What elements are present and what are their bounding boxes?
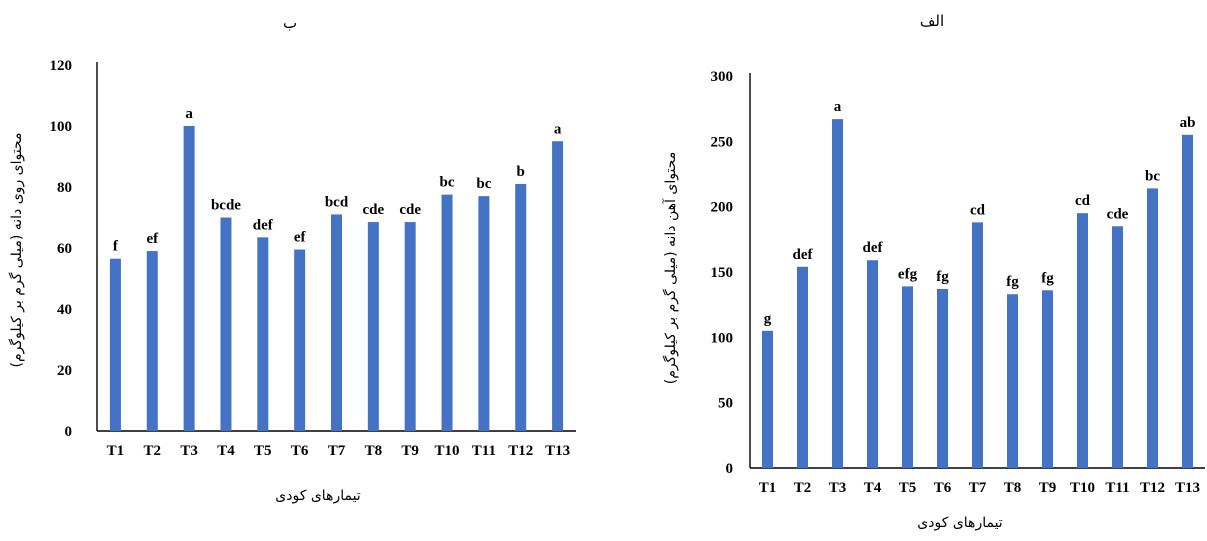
bar-T9 [1042,290,1053,468]
y-tick-label: 100 [711,330,734,346]
bar-T5 [902,286,913,468]
y-tick-label: 250 [711,134,734,150]
significance-label: bc [476,176,491,192]
bar-T13 [552,141,564,431]
bar-T10 [1077,213,1088,468]
bar-T3 [832,119,843,469]
x-tick-label: T13 [1175,480,1200,496]
x-axis-label: تیمارهای کودی [917,515,1002,531]
significance-label: bc [1145,168,1160,184]
significance-label: cde [363,202,385,218]
chart-title: ب [283,14,297,32]
significance-label: bcde [211,198,241,214]
significance-label: bc [440,175,455,191]
bar-T2 [797,266,808,468]
significance-label: def [793,247,814,263]
x-tick-label: T10 [1070,480,1095,496]
bar-T9 [404,222,416,431]
significance-label: ef [146,231,159,247]
x-tick-label: T5 [254,443,272,459]
y-tick-label: 60 [57,241,72,257]
bar-T4 [867,260,878,468]
y-tick-label: 150 [711,265,734,281]
significance-label: efg [898,266,918,282]
x-tick-label: T8 [365,443,383,459]
significance-label: ab [1180,115,1196,131]
significance-label: fg [1041,270,1054,286]
bar-T1 [109,258,121,431]
x-tick-label: T12 [508,443,533,459]
y-tick-label: 0 [65,424,73,440]
significance-label: a [834,99,842,115]
x-tick-label: T11 [472,443,496,459]
x-tick-label: T8 [1004,480,1022,496]
bar-T11 [478,196,490,431]
x-tick-label: T12 [1140,480,1165,496]
bar-T6 [294,249,306,431]
x-tick-label: T1 [759,480,777,496]
x-tick-label: T2 [794,480,812,496]
x-tick-label: T6 [934,480,952,496]
bar-T8 [367,222,379,431]
x-tick-label: T3 [829,480,847,496]
bar-T12 [515,183,527,431]
significance-label: bcd [325,194,349,210]
y-axis-label: محتوای آهن دانه (میلی گرم بر کیلوگرم) [662,152,679,384]
bar-T11 [1112,226,1123,468]
x-tick-label: T7 [328,443,346,459]
significance-label: g [764,311,772,327]
x-tick-label: T4 [217,443,235,459]
bar-T1 [762,330,773,468]
x-axis-label: تیمارهای کودی [275,488,360,504]
bar-T13 [1182,134,1193,469]
y-tick-label: 120 [50,58,73,74]
x-tick-label: T3 [180,443,198,459]
y-axis-label: محتوای روی دانه (میلی گرم بر کیلوگرم) [8,133,25,368]
bar-T4 [220,217,232,431]
significance-label: def [253,217,274,233]
significance-label: b [517,164,525,180]
significance-label: cd [1075,193,1091,209]
bar-T10 [441,194,453,431]
x-tick-label: T7 [969,480,987,496]
significance-label: cde [1107,206,1129,222]
x-tick-label: T2 [144,443,162,459]
x-tick-label: T13 [545,443,570,459]
bar-T7 [331,214,342,431]
bar-T7 [972,222,983,468]
y-tick-label: 50 [718,396,733,412]
x-tick-label: T9 [401,443,419,459]
x-tick-label: T9 [1039,480,1057,496]
significance-label: a [554,121,562,137]
y-tick-label: 200 [711,200,734,216]
significance-label: cd [970,202,986,218]
bar-T8 [1007,294,1018,468]
significance-label: fg [936,269,949,285]
significance-label: a [185,106,193,122]
significance-label: def [863,240,884,256]
bar-T3 [183,126,195,431]
significance-label: f [113,239,119,255]
x-tick-label: T6 [291,443,309,459]
y-tick-label: 100 [50,119,73,135]
bar-T6 [937,288,948,468]
bar-T12 [1147,188,1158,468]
y-tick-label: 20 [57,363,72,379]
significance-label: fg [1006,274,1019,290]
y-tick-label: 40 [57,302,72,318]
bar-T5 [257,237,269,431]
chart-title: الف [920,12,944,30]
bar-T2 [146,251,158,431]
x-tick-label: T4 [864,480,882,496]
x-tick-label: T10 [435,443,460,459]
x-tick-label: T1 [107,443,125,459]
y-tick-label: 0 [726,461,734,477]
x-tick-label: T5 [899,480,917,496]
significance-label: cde [399,202,421,218]
y-tick-label: 300 [711,69,734,85]
x-tick-label: T11 [1105,480,1129,496]
significance-label: ef [294,230,307,246]
y-tick-label: 80 [57,180,72,196]
